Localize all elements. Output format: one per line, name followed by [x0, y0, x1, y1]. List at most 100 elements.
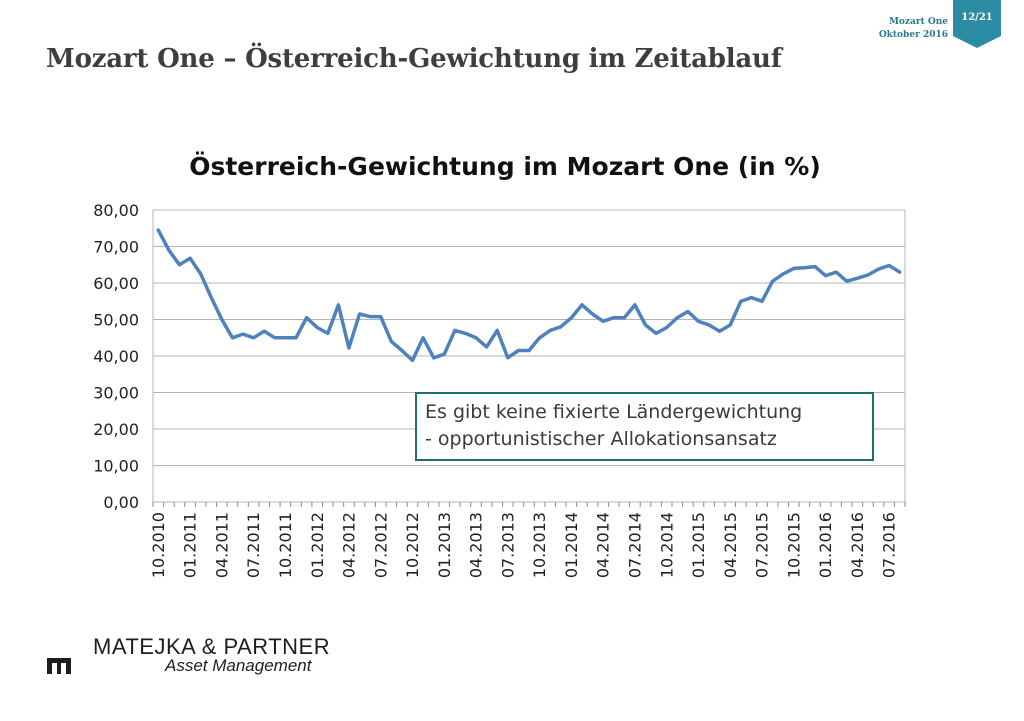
- data-point: [728, 323, 732, 327]
- data-point: [241, 332, 245, 336]
- logo-icon: [47, 658, 71, 674]
- x-tick-label: 10.2010: [149, 512, 168, 578]
- data-point: [601, 319, 605, 323]
- y-tick-label: 70,00: [93, 238, 139, 257]
- data-point: [834, 270, 838, 274]
- y-tick-label: 40,00: [93, 347, 139, 366]
- x-tick-label: 10.2011: [276, 512, 295, 578]
- y-tick-label: 50,00: [93, 311, 139, 330]
- data-point: [506, 356, 510, 360]
- y-tick-label: 20,00: [93, 420, 139, 439]
- page-badge: 12/21: [953, 0, 1001, 48]
- data-point: [760, 299, 764, 303]
- annotation-line-2: - opportunistischer Allokationsansatz: [425, 428, 777, 450]
- header-meta: Mozart One Oktober 2016: [879, 16, 948, 42]
- data-point: [283, 336, 287, 340]
- data-point: [315, 326, 319, 330]
- chart-title: Österreich-Gewichtung im Mozart One (in …: [189, 152, 821, 181]
- data-point: [432, 356, 436, 360]
- x-tick-label: 07.2011: [244, 512, 263, 578]
- data-point: [644, 323, 648, 327]
- data-point: [855, 276, 859, 280]
- x-tick-label: 01.2014: [562, 512, 581, 578]
- data-point: [177, 263, 181, 267]
- data-point: [453, 328, 457, 332]
- data-point: [675, 316, 679, 320]
- data-point: [400, 349, 404, 353]
- data-point: [877, 267, 881, 271]
- data-point: [739, 299, 743, 303]
- x-tick-label: 04.2016: [848, 512, 867, 578]
- data-point: [220, 318, 224, 321]
- x-tick-label: 04.2014: [594, 512, 613, 578]
- data-point: [824, 274, 828, 278]
- data-point: [612, 316, 616, 320]
- report-date: Oktober 2016: [878, 30, 948, 40]
- data-point: [898, 270, 902, 274]
- x-tick-label: 07.2012: [371, 512, 390, 578]
- data-point: [347, 346, 351, 350]
- data-point: [633, 303, 637, 307]
- x-tick-label: 10.2013: [530, 512, 549, 578]
- data-point: [188, 256, 192, 260]
- data-point: [781, 272, 785, 276]
- data-point: [718, 329, 722, 333]
- data-point: [167, 248, 171, 252]
- data-point: [495, 328, 499, 332]
- data-point: [580, 303, 584, 307]
- x-tick-label: 01.2016: [816, 512, 835, 578]
- data-point: [548, 328, 552, 332]
- x-tick-label: 04.2015: [721, 512, 740, 578]
- data-point: [252, 336, 256, 340]
- y-tick-label: 60,00: [93, 274, 139, 293]
- data-point: [326, 331, 330, 335]
- data-point: [368, 315, 372, 319]
- y-tick-label: 80,00: [93, 201, 139, 220]
- data-point: [771, 279, 775, 283]
- data-point: [696, 319, 700, 323]
- page-number: 12/21: [961, 12, 993, 23]
- data-point: [559, 325, 563, 329]
- data-point: [749, 296, 753, 300]
- y-tick-label: 0,00: [103, 493, 139, 512]
- data-point: [262, 329, 266, 333]
- data-point: [887, 263, 891, 267]
- data-point: [792, 266, 796, 270]
- y-tick-label: 30,00: [93, 384, 139, 403]
- x-tick-label: 01.2011: [181, 512, 200, 578]
- data-point: [622, 316, 626, 320]
- x-tick-label: 07.2014: [626, 512, 645, 578]
- product-name: Mozart One: [888, 17, 948, 27]
- data-point: [516, 349, 520, 353]
- data-point: [294, 336, 298, 340]
- data-point: [569, 316, 573, 320]
- company-subtitle: Asset Management: [165, 656, 312, 675]
- data-point: [410, 358, 414, 362]
- x-tick-label: 10.2015: [784, 512, 803, 578]
- annotation-box: Es gibt keine fixierte Ländergewichtung …: [415, 392, 874, 461]
- data-point: [665, 326, 669, 330]
- annotation-line-1: Es gibt keine fixierte Ländergewichtung: [425, 401, 803, 423]
- company-name: MATEJKA & PARTNER: [93, 634, 331, 659]
- slide-title: Mozart One – Österreich-Gewichtung im Ze…: [46, 44, 782, 74]
- data-point: [336, 303, 340, 307]
- data-point: [358, 312, 362, 316]
- data-point: [845, 279, 849, 283]
- data-point: [442, 352, 446, 356]
- data-point: [654, 331, 658, 335]
- series-line: [156, 228, 902, 363]
- data-point: [230, 336, 234, 340]
- data-point: [527, 349, 531, 353]
- x-tick-label: 01.2013: [435, 512, 454, 578]
- x-tick-label: 04.2012: [340, 512, 359, 578]
- data-point: [813, 265, 817, 269]
- data-point: [802, 266, 806, 270]
- data-point: [379, 315, 383, 319]
- data-point: [538, 336, 542, 340]
- data-point: [199, 272, 203, 276]
- data-point: [421, 336, 425, 340]
- data-point: [707, 323, 711, 327]
- data-point: [156, 228, 160, 232]
- data-point: [686, 309, 690, 313]
